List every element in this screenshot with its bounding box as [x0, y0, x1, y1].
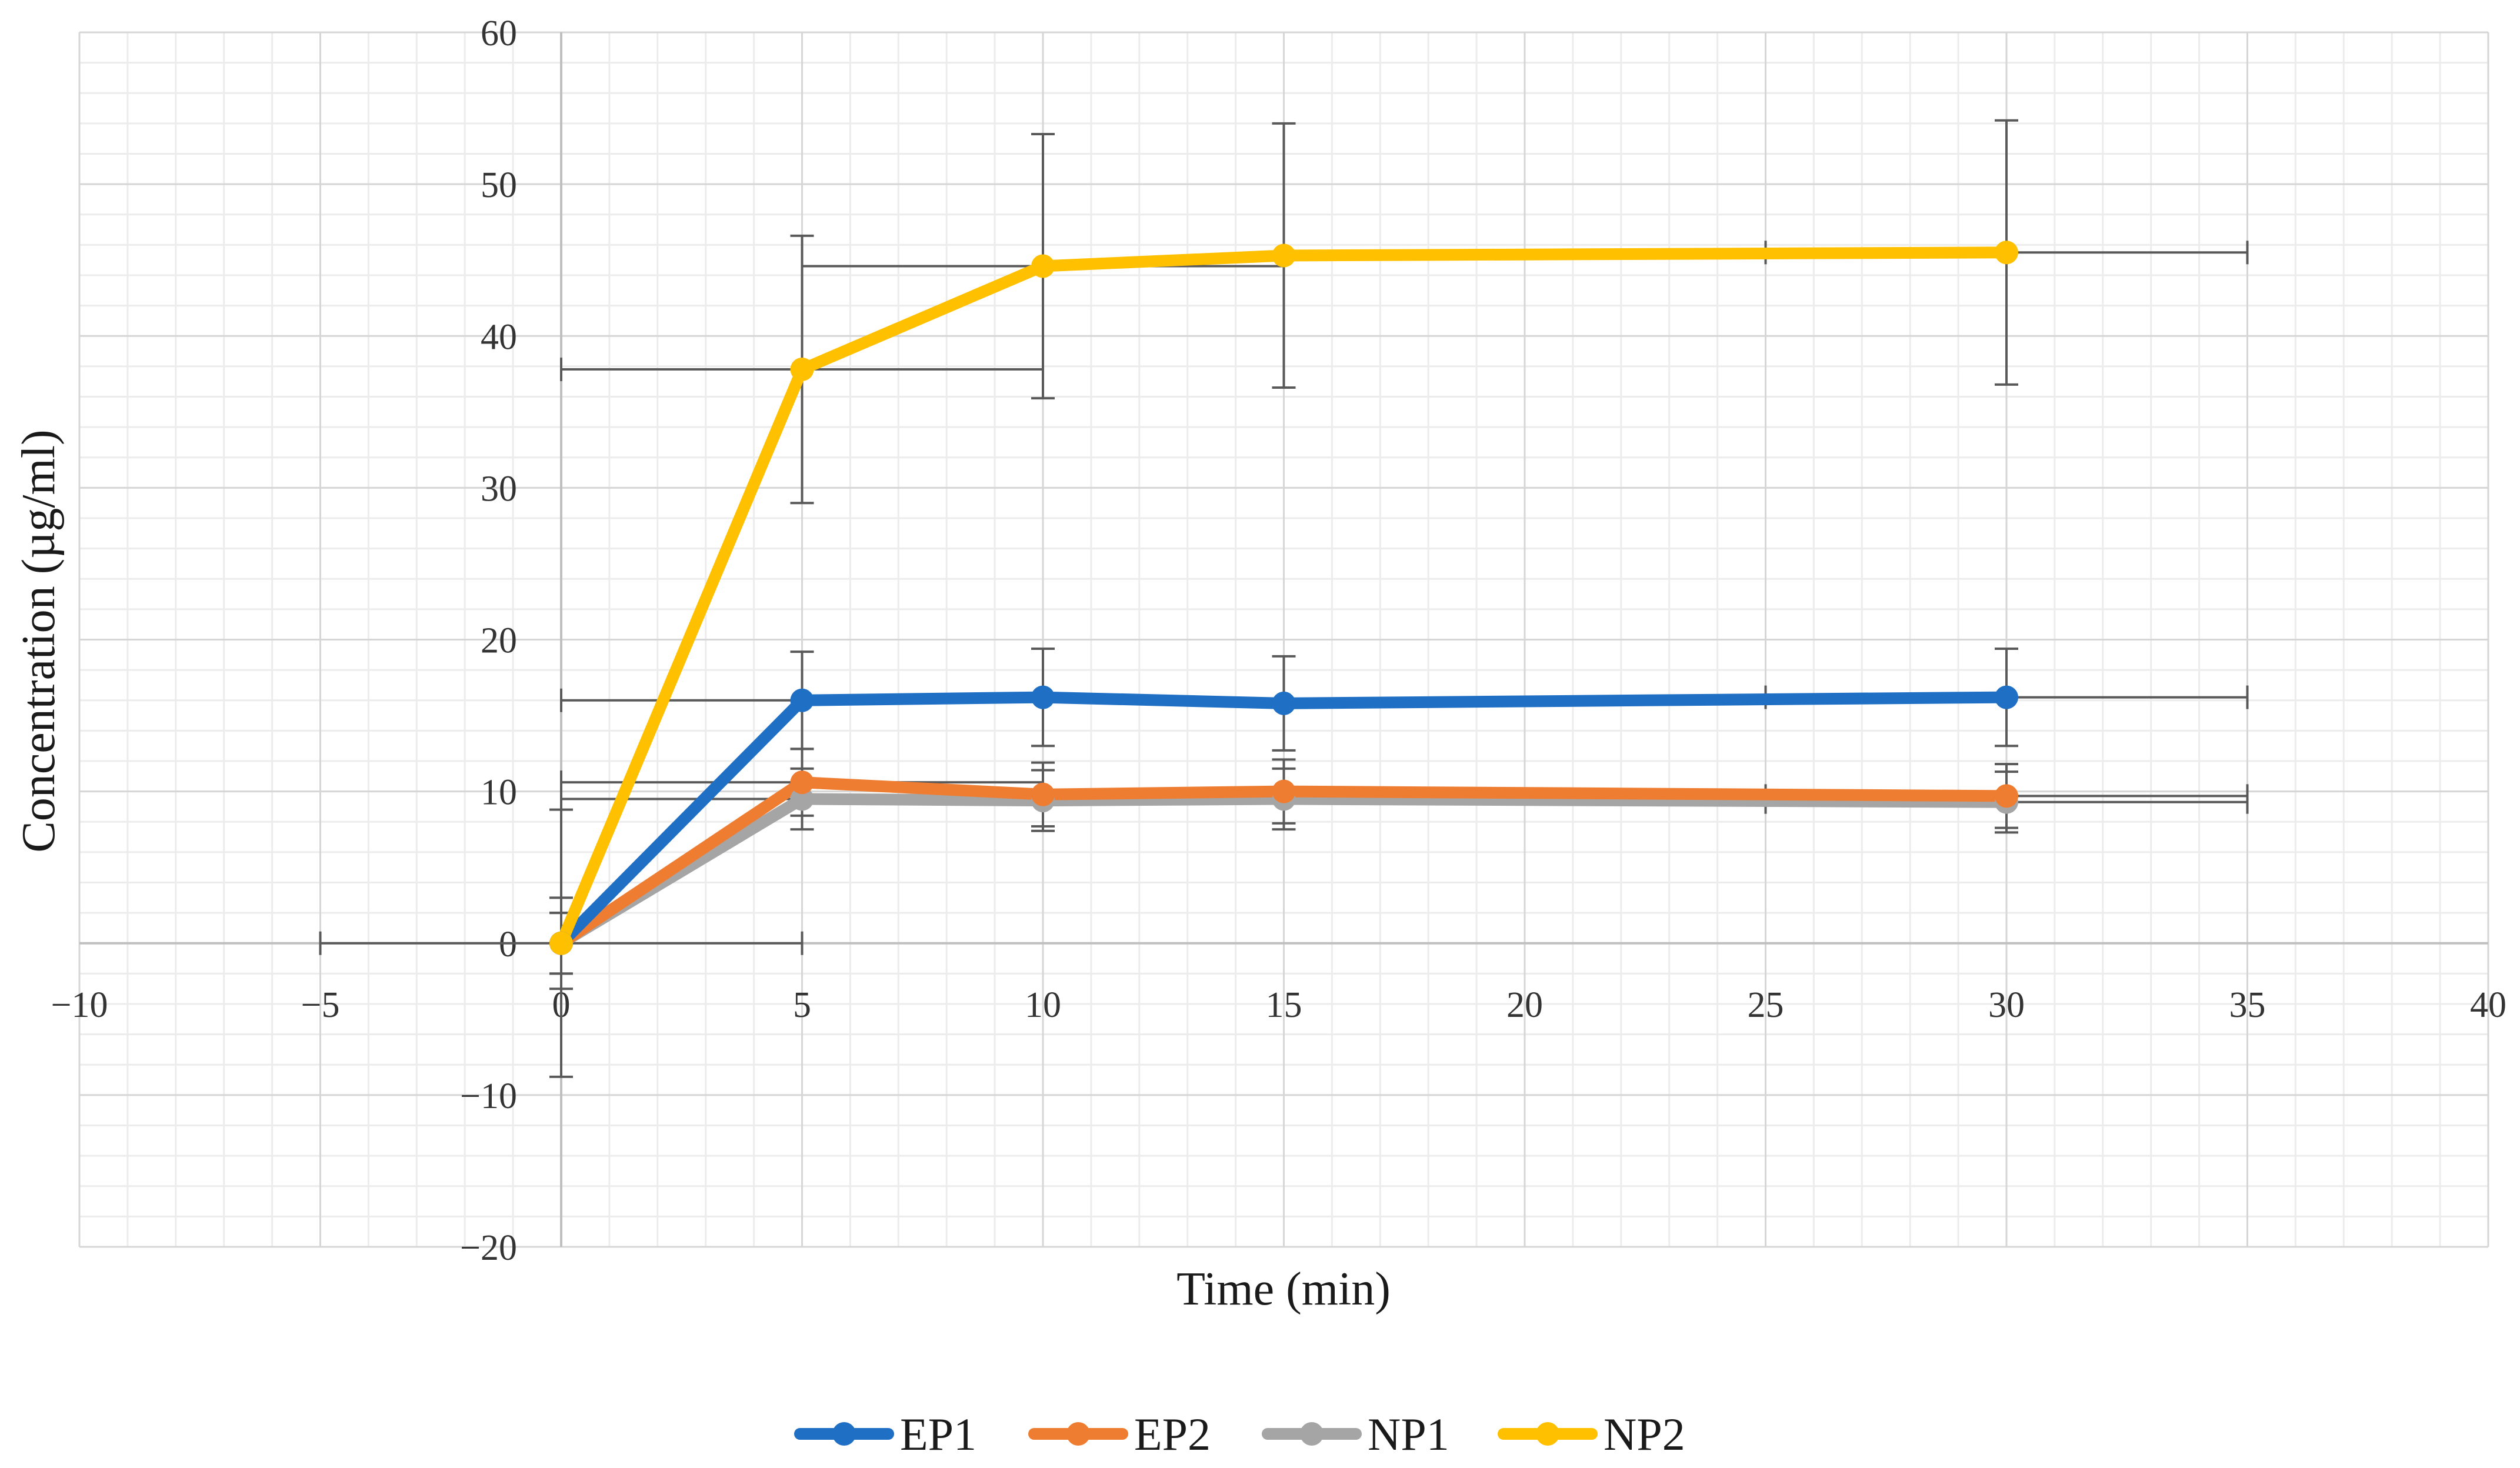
x-tick-label: 30 — [1988, 985, 2025, 1025]
x-tick-label: 35 — [2229, 985, 2266, 1025]
data-point-np2 — [1272, 243, 1296, 268]
x-tick-label: 40 — [2470, 985, 2506, 1025]
data-point-ep1 — [1995, 685, 2018, 709]
x-tick-labels: −10−50510152025303540 — [51, 985, 2506, 1025]
data-point-ep2 — [1995, 784, 2018, 808]
data-point-np2 — [790, 358, 814, 382]
x-axis-title: Time (min) — [1176, 1263, 1391, 1315]
data-point-ep2 — [1031, 782, 1055, 806]
legend-item-ep2: EP2 — [1028, 1409, 1211, 1460]
x-tick-label: 10 — [1025, 985, 1061, 1025]
legend-swatch-marker — [1066, 1422, 1090, 1446]
legend-swatch-marker — [1300, 1422, 1324, 1446]
x-tick-label: 5 — [793, 985, 811, 1025]
legend-swatch-marker — [1536, 1422, 1559, 1446]
legend-item-np1: NP1 — [1262, 1409, 1449, 1460]
legend-item-ep1: EP1 — [794, 1409, 976, 1460]
legend-swatch-marker — [832, 1422, 856, 1446]
data-point-ep1 — [1031, 685, 1055, 709]
legend-item-np2: NP2 — [1498, 1409, 1685, 1460]
data-point-ep2 — [1272, 779, 1296, 803]
y-tick-label: 10 — [481, 773, 517, 813]
data-point-ep1 — [790, 688, 814, 712]
legend-label: EP2 — [1134, 1409, 1211, 1460]
x-tick-label: 20 — [1506, 985, 1543, 1025]
legend-label: NP2 — [1604, 1409, 1685, 1460]
data-point-np1 — [790, 787, 814, 811]
y-tick-label: 20 — [481, 621, 517, 661]
legend: EP1 EP2 NP1 NP2 — [794, 1409, 1685, 1460]
data-point-ep2 — [790, 770, 814, 795]
data-point-np2 — [1995, 241, 2018, 265]
y-tick-label: 40 — [481, 317, 517, 357]
data-point-np2 — [1031, 254, 1055, 278]
x-tick-label: −5 — [301, 985, 340, 1025]
x-tick-label: 15 — [1266, 985, 1302, 1025]
x-tick-label: 25 — [1748, 985, 1784, 1025]
data-point-np2 — [549, 931, 573, 955]
legend-label: EP1 — [900, 1409, 976, 1460]
y-tick-label: −10 — [460, 1076, 517, 1116]
y-tick-labels: −20−100102030405060 — [460, 14, 517, 1268]
data-point-ep1 — [1272, 691, 1296, 715]
series-markers — [549, 241, 2018, 955]
y-axis-title: Concentration (µg/ml) — [13, 429, 65, 852]
y-tick-label: 50 — [481, 165, 517, 205]
x-tick-label: −10 — [51, 985, 108, 1025]
y-tick-label: 60 — [481, 14, 517, 54]
y-tick-label: −20 — [460, 1228, 517, 1268]
y-tick-label: 30 — [481, 469, 517, 509]
legend-label: NP1 — [1368, 1409, 1449, 1460]
